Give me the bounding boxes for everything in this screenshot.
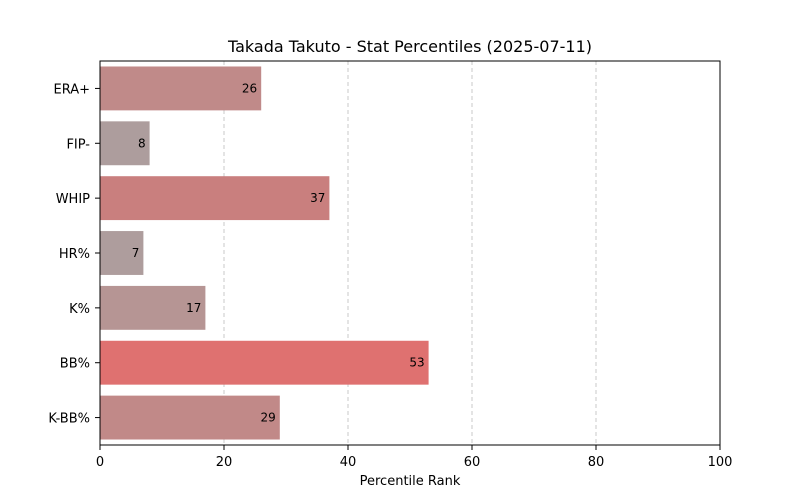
data-label-whip: 37 bbox=[310, 191, 325, 205]
x-tick-label-20: 20 bbox=[216, 455, 233, 470]
bar-era- bbox=[100, 66, 262, 111]
data-label-fip-: 8 bbox=[138, 136, 146, 150]
bar-fip- bbox=[100, 121, 150, 166]
x-axis-title: Percentile Rank bbox=[360, 474, 461, 489]
x-tick-label-60: 60 bbox=[464, 455, 481, 470]
chart-title: Takada Takuto - Stat Percentiles (2025-0… bbox=[227, 37, 592, 56]
y-axis: ERA+ FIP- WHIP HR% K% BB% K-BB% bbox=[48, 82, 100, 427]
data-label-era-: 26 bbox=[242, 81, 257, 95]
x-tick-label-0: 0 bbox=[96, 455, 104, 470]
bar-k- bbox=[100, 285, 206, 330]
data-label-hr-: 7 bbox=[132, 246, 140, 260]
y-tick-label-fip-: FIP- bbox=[66, 137, 90, 152]
y-tick-label-era-: ERA+ bbox=[53, 82, 90, 97]
x-tick-label-40: 40 bbox=[340, 455, 357, 470]
y-tick-label-whip: WHIP bbox=[56, 192, 90, 207]
plot-frame bbox=[99, 60, 721, 446]
y-tick-label-k-: K% bbox=[69, 302, 90, 317]
bar-k-bb- bbox=[100, 395, 280, 440]
y-tick-label-hr-: HR% bbox=[59, 247, 90, 262]
data-label-bb-: 53 bbox=[409, 356, 424, 370]
bars bbox=[100, 66, 429, 440]
x-tick-label-80: 80 bbox=[588, 455, 605, 470]
y-tick-label-bb-: BB% bbox=[60, 357, 90, 372]
data-label-k-bb-: 29 bbox=[261, 411, 276, 425]
bar-hr- bbox=[100, 231, 144, 275]
bar-bb- bbox=[100, 340, 429, 385]
x-tick-label-100: 100 bbox=[708, 455, 733, 470]
x-axis: 0 20 40 60 80 100 bbox=[96, 445, 733, 470]
data-label-k-: 17 bbox=[186, 301, 201, 315]
data-labels: 26 8 37 7 17 53 29 bbox=[132, 81, 425, 424]
grid-lines bbox=[223, 61, 597, 445]
bar-whip bbox=[100, 176, 330, 221]
y-tick-label-k-bb-: K-BB% bbox=[48, 412, 90, 427]
